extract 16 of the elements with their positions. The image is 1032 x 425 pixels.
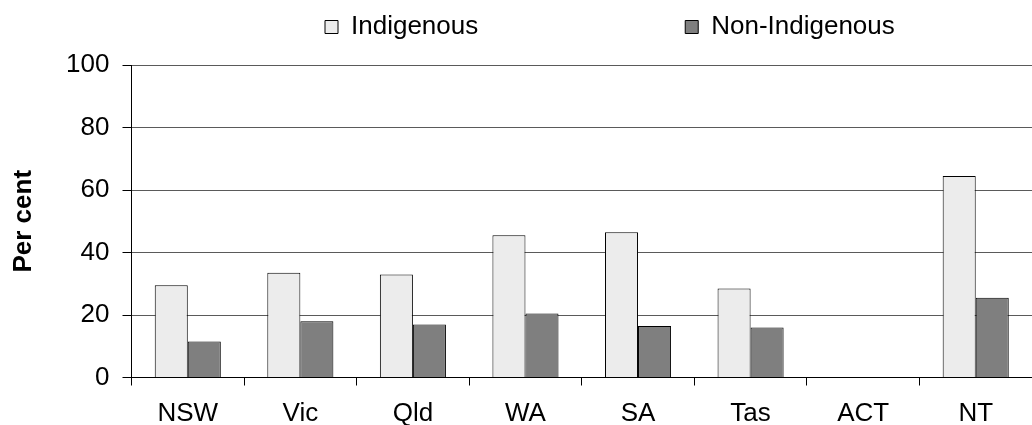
x-tick-label: NSW [157, 397, 219, 425]
y-tick-label: 100 [66, 48, 110, 79]
x-tick-label: NT [958, 397, 994, 425]
y-tick-label: 20 [80, 298, 110, 329]
x-tick-label: ACT [837, 397, 890, 425]
y-tick-label: 0 [95, 360, 110, 391]
x-tick-label: Vic [282, 397, 319, 425]
legend-label: Non-Indigenous [711, 10, 895, 41]
legend-label: Indigenous [351, 10, 479, 41]
y-tick-label: 80 [80, 110, 110, 141]
x-tick-label: WA [505, 397, 547, 425]
x-tick-label: Tas [730, 397, 771, 425]
y-tick-label: 40 [80, 235, 110, 266]
y-axis-title: Per cent [6, 169, 37, 273]
y-tick-label: 60 [80, 173, 110, 204]
x-tick-label: SA [620, 397, 657, 425]
